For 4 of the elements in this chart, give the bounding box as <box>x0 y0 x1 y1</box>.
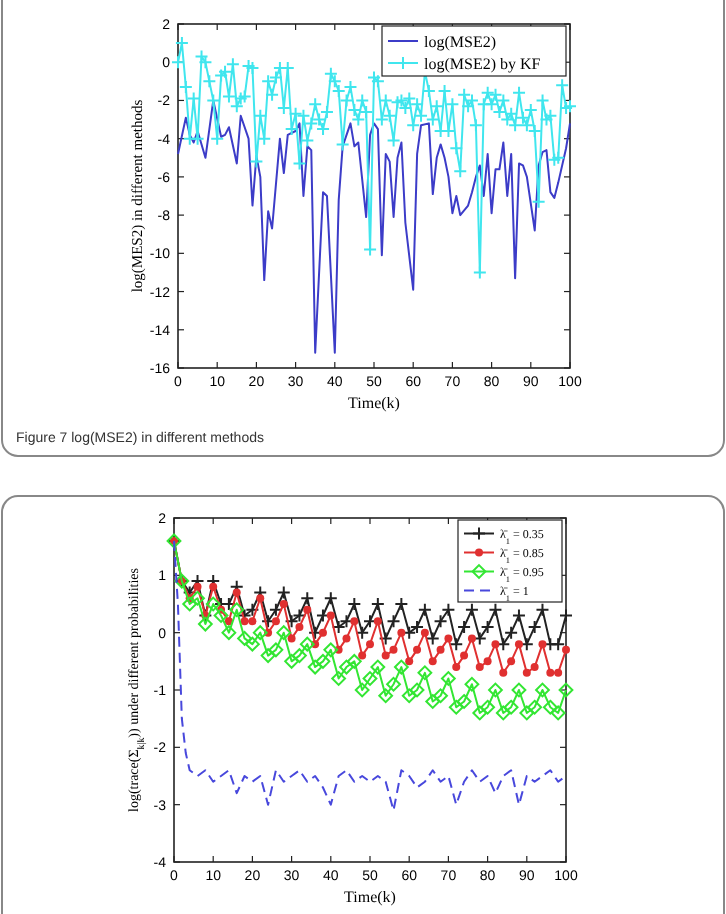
x-axis-title: Time(k) <box>348 394 401 412</box>
legend-label: log(MSE2) <box>424 32 497 51</box>
legend-label: log(MSE2) by KF <box>424 54 542 73</box>
x-axis-title: Time(k) <box>344 888 397 906</box>
